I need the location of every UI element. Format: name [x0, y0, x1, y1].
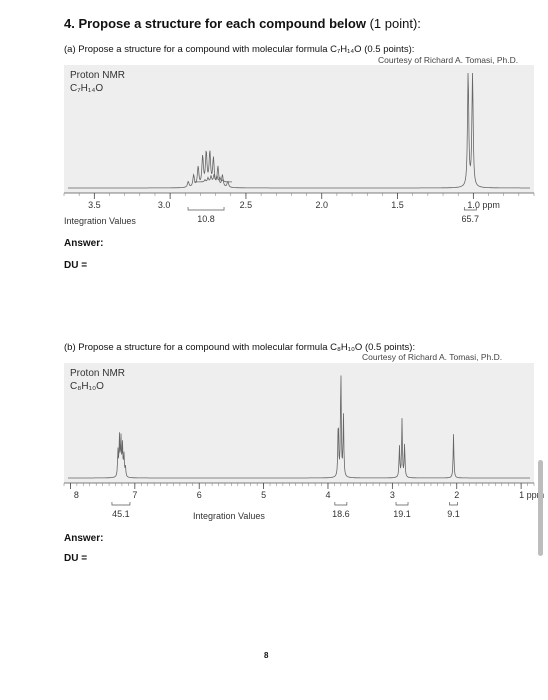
answer-label-a: Answer: — [64, 238, 104, 249]
part-b-prompt: (b) Propose a structure for a compound w… — [64, 342, 416, 353]
nmr-b-title: Proton NMR — [70, 368, 126, 379]
nmr-a-tick-label: 2.5 — [240, 200, 253, 210]
part-b-credit: Courtesy of Richard A. Tomasi, Ph.D. — [362, 352, 503, 362]
nmr-b-tick-label: 5 — [261, 490, 266, 500]
nmr-b-tick-label: 6 — [197, 490, 202, 500]
nmr-panel-b — [64, 363, 534, 483]
integration-a2-bracket — [463, 207, 477, 211]
answer-label-b: Answer: — [64, 533, 104, 544]
integration-b1-value: 45.1 — [112, 509, 130, 519]
page-number: 8 — [264, 651, 269, 660]
nmr-panel-a — [64, 65, 534, 193]
nmr-a-formula: C₇H₁₄O — [70, 83, 104, 94]
question-title: 4. Propose a structure for each compound… — [64, 16, 421, 31]
integration-b2-bracket — [334, 502, 348, 506]
integration-a1-bracket — [187, 207, 225, 211]
nmr-b-tick-label: 4 — [325, 490, 330, 500]
integration-b3-bracket — [395, 502, 409, 506]
nmr-spectrum-a: 3.5 3.0 2.5 2.0 1.5 1.0 ppm 10.8 65.7 — [63, 72, 535, 224]
nmr-b-tick-label: 8 — [74, 490, 79, 500]
nmr-a-tick-label: 1.5 — [391, 200, 404, 210]
question-points: (1 point): — [369, 16, 421, 31]
nmr-b-trace — [68, 375, 530, 479]
integration-b3-value: 19.1 — [393, 509, 411, 519]
nmr-b-tick-label: 3 — [390, 490, 395, 500]
integration-label-b: Integration Values — [193, 511, 265, 521]
integration-b1-bracket — [111, 502, 131, 506]
integration-a1-value: 10.8 — [197, 214, 215, 224]
nmr-a-title: Proton NMR — [70, 70, 126, 81]
integration-a2-value: 65.7 — [462, 214, 480, 224]
integration-label-a: Integration Values — [64, 216, 136, 226]
nmr-spectrum-b: 8 7 6 5 4 3 2 1 ppm 45.1 18.6 19.1 9.1 — [63, 375, 544, 519]
nmr-b-tick-label: 2 — [454, 490, 459, 500]
nmr-b-tick-label: 1 ppm — [519, 490, 544, 500]
integration-b4-value: 9.1 — [447, 509, 460, 519]
nmr-b-tick-label: 7 — [132, 490, 137, 500]
nmr-a-tick-label: 3.0 — [158, 200, 171, 210]
nmr-a-trace — [68, 72, 530, 189]
vertical-scrollbar[interactable] — [538, 460, 543, 556]
nmr-a-inset — [194, 174, 232, 183]
du-label-b: DU = — [64, 553, 88, 564]
integration-b4-bracket — [449, 502, 458, 506]
nmr-a-tick-label: 2.0 — [315, 200, 328, 210]
question-title-text: 4. Propose a structure for each compound… — [64, 16, 366, 31]
part-a-credit: Courtesy of Richard A. Tomasi, Ph.D. — [378, 55, 519, 65]
part-a-prompt: (a) Propose a structure for a compound w… — [64, 44, 415, 55]
nmr-a-tick-label: 3.5 — [88, 200, 101, 210]
du-label-a: DU = — [64, 260, 88, 271]
integration-b2-value: 18.6 — [332, 509, 350, 519]
nmr-a-tick-label: 1.0 ppm — [467, 200, 500, 210]
nmr-b-formula: C₈H₁₀O — [70, 381, 104, 392]
